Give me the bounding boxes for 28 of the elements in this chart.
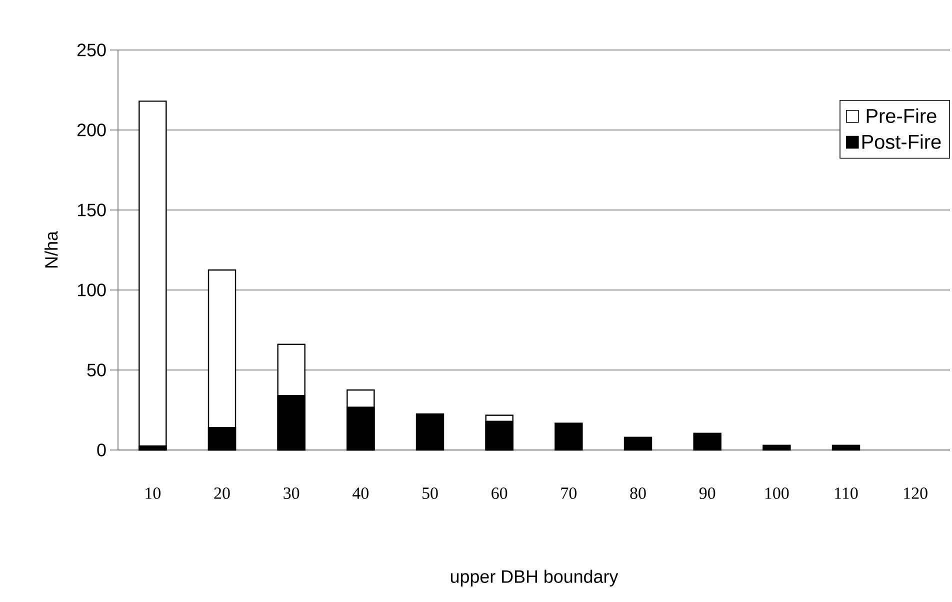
y-tick-label: 200 <box>77 124 106 136</box>
x-tick-label: 50 <box>422 488 438 499</box>
x-tick-label: 70 <box>561 488 577 499</box>
x-tick-label: 20 <box>214 488 230 499</box>
legend-label: Pre-Fire <box>866 108 936 124</box>
y-tick-label: 50 <box>87 364 106 376</box>
bar <box>762 444 791 451</box>
x-tick-label: 40 <box>352 488 369 499</box>
bar <box>416 413 444 451</box>
x-tick-label: 120 <box>904 488 928 499</box>
bar <box>693 432 722 451</box>
x-tick-label: 10 <box>146 488 161 499</box>
x-axis-title: upper DBH boundary <box>450 570 618 586</box>
x-tick-label: 80 <box>630 488 646 499</box>
y-tick-label: 250 <box>77 44 106 56</box>
x-tick-label: 90 <box>699 488 716 499</box>
x-tick-label: 30 <box>284 488 300 499</box>
bar <box>624 436 652 451</box>
x-tick-label: 100 <box>765 488 789 499</box>
x-tick-label: 110 <box>835 488 858 499</box>
legend-label: Post-Fire <box>862 134 941 149</box>
y-tick-label: 100 <box>78 284 106 296</box>
y-tick-label: 150 <box>78 204 106 216</box>
y-tick-label: 0 <box>97 444 106 456</box>
bar <box>554 422 583 451</box>
x-tick-label: 60 <box>492 488 508 499</box>
y-axis-title: N/ha <box>44 231 58 268</box>
bar <box>832 444 860 451</box>
